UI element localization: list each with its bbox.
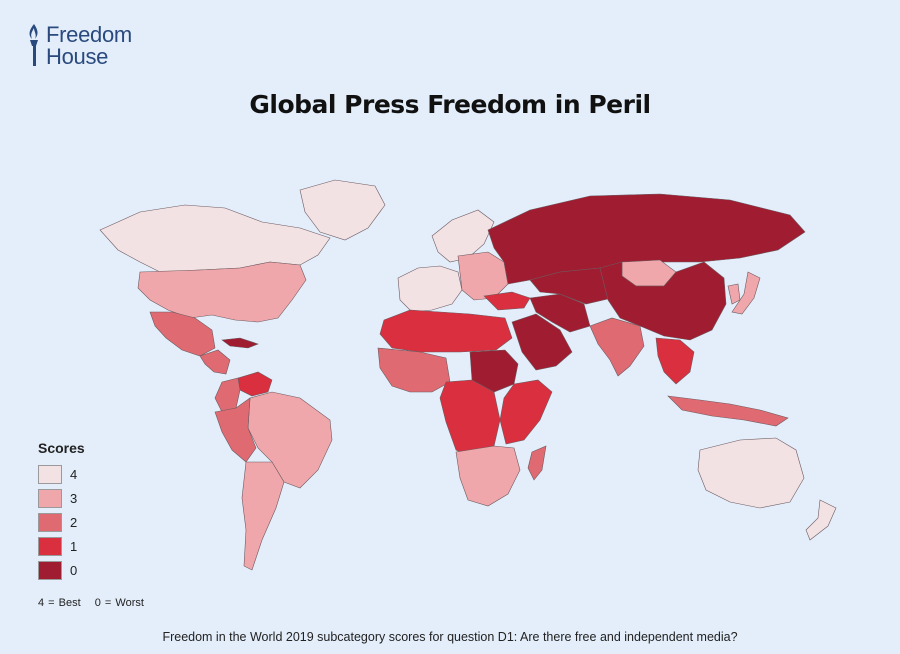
logo-line-2: House — [46, 44, 109, 69]
scale-best: 4 = Best — [38, 597, 81, 609]
region-colombia — [214, 377, 241, 413]
region-turkey — [483, 291, 531, 311]
torch-icon — [29, 24, 38, 66]
region-north-africa — [379, 309, 513, 353]
region-russia — [487, 193, 806, 285]
legend-swatch — [38, 560, 62, 580]
region-india — [589, 317, 645, 377]
scale-worst: 0 = Worst — [94, 597, 144, 609]
region-united-states — [137, 261, 307, 323]
region-korea — [727, 283, 741, 305]
region-west-africa — [377, 347, 451, 393]
region-arabian-peninsula — [511, 313, 573, 371]
legend-item: 0 — [38, 558, 148, 582]
legend-label: 4 — [70, 466, 78, 482]
legend-swatch — [38, 536, 62, 556]
legend-label: 0 — [70, 562, 78, 578]
region-greenland — [299, 179, 386, 241]
region-southern-cone — [241, 461, 285, 571]
region-eastern-europe — [457, 251, 509, 301]
legend-label: 3 — [70, 490, 78, 506]
region-madagascar — [527, 445, 547, 481]
freedom-house-logo: Freedom House — [26, 20, 156, 72]
legend-label: 2 — [70, 514, 78, 530]
legend-item: 4 — [38, 462, 148, 486]
region-indonesia — [667, 395, 789, 427]
legend-swatch — [38, 464, 62, 484]
region-southern-africa — [455, 445, 521, 507]
legend-item: 1 — [38, 534, 148, 558]
region-canada — [99, 204, 331, 273]
legend-item: 2 — [38, 510, 148, 534]
region-mexico — [149, 311, 216, 357]
region-southeast-asia — [655, 337, 695, 385]
region-cuba — [221, 337, 259, 349]
region-venezuela — [237, 371, 273, 397]
region-new-zealand — [805, 499, 837, 541]
legend-item: 3 — [38, 486, 148, 510]
region-central-america — [199, 349, 231, 375]
page-title: Global Press Freedom in Peril — [249, 90, 651, 119]
region-china — [599, 261, 727, 341]
footer-caption: Freedom in the World 2019 subcategory sc… — [162, 630, 738, 644]
region-western-europe — [397, 265, 463, 313]
region-andean-south-america — [214, 397, 257, 463]
region-brazil — [247, 391, 333, 489]
region-japan — [731, 271, 761, 315]
logo-line-1: Freedom — [46, 22, 132, 47]
legend-swatch — [38, 512, 62, 532]
scale-note: 4 = Best 0 = Worst — [38, 597, 144, 609]
logo-wordmark: Freedom House — [46, 24, 132, 68]
region-east-africa — [499, 379, 553, 445]
legend-swatch — [38, 488, 62, 508]
region-australia — [697, 437, 805, 509]
legend-label: 1 — [70, 538, 78, 554]
region-scandinavia — [431, 209, 495, 263]
map-legend: Scores 4 3 2 1 0 — [38, 440, 148, 582]
legend-title: Scores — [38, 440, 85, 456]
